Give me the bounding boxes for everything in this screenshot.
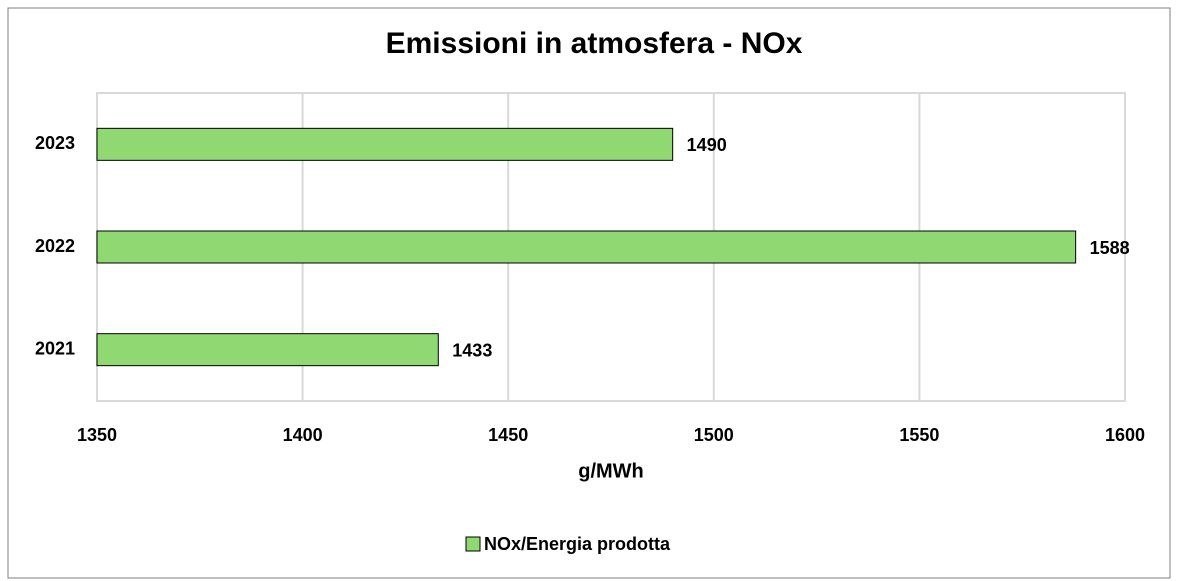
x-tick-label: 1400	[283, 425, 323, 445]
x-axis-label: g/MWh	[578, 460, 644, 482]
y-tick-label: 2021	[35, 338, 75, 358]
y-tick-label: 2022	[35, 236, 75, 256]
y-tick-label: 2023	[35, 133, 75, 153]
bar	[96, 333, 439, 367]
data-label: 1588	[1090, 238, 1130, 258]
bar	[96, 230, 1077, 264]
legend-label: NOx/Energia prodotta	[484, 534, 671, 554]
x-tick-label: 1600	[1105, 425, 1145, 445]
x-tick-label: 1450	[488, 425, 528, 445]
legend-swatch	[465, 536, 481, 552]
x-tick-label: 1500	[694, 425, 734, 445]
chart-frame	[7, 7, 1171, 579]
data-label: 1490	[687, 135, 727, 155]
data-label: 1433	[452, 340, 492, 360]
x-tick-label: 1550	[899, 425, 939, 445]
chart-title: Emissioni in atmosfera - NOx	[386, 27, 803, 60]
bar	[96, 127, 674, 161]
x-tick-label: 1350	[77, 425, 117, 445]
